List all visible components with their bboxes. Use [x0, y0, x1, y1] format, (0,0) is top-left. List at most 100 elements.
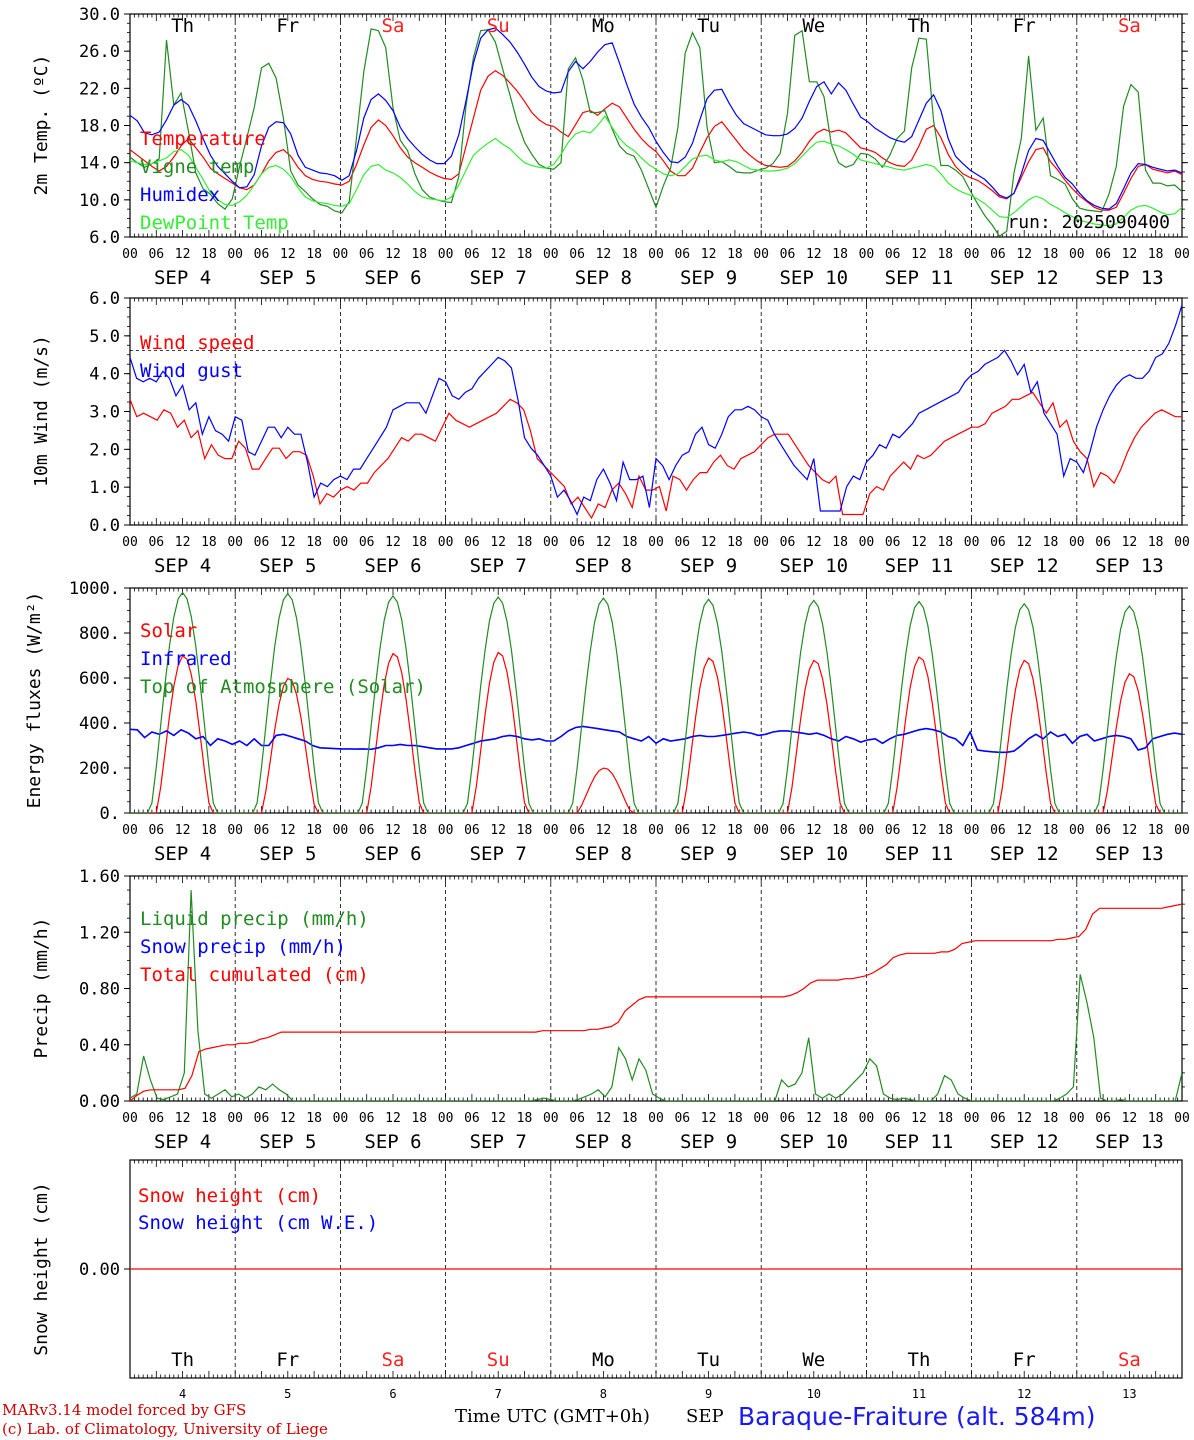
date-label: SEP 6	[364, 843, 421, 865]
day-name: We	[802, 15, 825, 37]
hour-label: 06	[359, 535, 375, 550]
date-label: SEP 4	[154, 1131, 211, 1153]
hour-label: 06	[885, 535, 901, 550]
series-line-total-cumulated-cm-	[130, 903, 1182, 1101]
hour-label: 00	[122, 1111, 138, 1126]
hour-label: 18	[306, 1111, 322, 1126]
series-line-wind-gust	[130, 304, 1182, 517]
hour-label: 06	[885, 823, 901, 838]
hour-label: 18	[306, 535, 322, 550]
date-label: SEP 12	[990, 267, 1059, 289]
x-ticks	[129, 1160, 1183, 1378]
day-name: We	[802, 1349, 825, 1371]
hour-label: 18	[832, 535, 848, 550]
date-label: SEP 11	[885, 843, 954, 865]
y-axis-label: 2m Temp. (ºC)	[31, 55, 52, 196]
y-tick-label: 400.	[79, 714, 120, 734]
hour-label: 00	[964, 823, 980, 838]
hour-label: 12	[385, 1111, 401, 1126]
series-group	[130, 890, 1182, 1101]
hour-label: 06	[990, 823, 1006, 838]
hour-label: 12	[490, 823, 506, 838]
hour-label: 18	[201, 535, 217, 550]
hour-label: 06	[359, 247, 375, 262]
y-tick-label: 5.0	[89, 327, 120, 347]
hour-label: 18	[727, 535, 743, 550]
hour-label: 12	[596, 1111, 612, 1126]
hour-label: 12	[911, 823, 927, 838]
hour-label: 12	[806, 823, 822, 838]
y-tick-label: 18.0	[79, 117, 120, 137]
x-ticks	[129, 298, 1183, 525]
hour-label: 12	[1016, 247, 1032, 262]
hour-label: 18	[1043, 247, 1059, 262]
y-tick-label: 22.0	[79, 79, 120, 99]
date-label: SEP 12	[990, 1131, 1059, 1153]
hour-label: 18	[201, 1111, 217, 1126]
hour-label: 18	[411, 1111, 427, 1126]
hour-label: 00	[438, 247, 454, 262]
day-number: 6	[389, 1387, 396, 1401]
day-name: Fr	[1013, 1349, 1036, 1371]
hour-label: 12	[385, 535, 401, 550]
day-name: Su	[487, 15, 510, 37]
hour-label: 18	[201, 247, 217, 262]
hour-label: 18	[832, 823, 848, 838]
hour-label: 00	[753, 823, 769, 838]
hour-label: 06	[569, 535, 585, 550]
day-name: Fr	[1013, 15, 1036, 37]
hour-label: 12	[1122, 1111, 1138, 1126]
hour-label: 18	[517, 1111, 533, 1126]
day-name: Sa	[1118, 15, 1141, 37]
date-label: SEP 10	[779, 843, 848, 865]
y-tick-label: 0.80	[79, 980, 120, 1000]
hour-label: 18	[1043, 1111, 1059, 1126]
day-number: 9	[705, 1387, 712, 1401]
date-label: SEP 8	[575, 555, 632, 577]
hour-label: 00	[543, 823, 559, 838]
hour-label: 18	[622, 1111, 638, 1126]
day-name: Th	[908, 15, 931, 37]
hour-label: 12	[911, 247, 927, 262]
date-label: SEP 4	[154, 843, 211, 865]
day-name: Fr	[276, 15, 299, 37]
hour-label: 12	[490, 247, 506, 262]
hour-label: 00	[859, 823, 875, 838]
day-number: 13	[1122, 1387, 1136, 1401]
x-axis-title: Time UTC (GMT+0h)	[455, 1406, 650, 1427]
date-label: SEP 11	[885, 555, 954, 577]
legend-entry: Liquid precip (mm/h)	[140, 908, 369, 930]
hour-label: 06	[885, 1111, 901, 1126]
hour-label: 18	[937, 535, 953, 550]
date-label: SEP 10	[779, 1131, 848, 1153]
day-name: Mo	[592, 15, 615, 37]
run-annotation: run: 2025090400	[1007, 212, 1170, 233]
legend-entry: DewPoint Temp	[140, 212, 289, 234]
hour-label: 12	[175, 247, 191, 262]
hour-label: 00	[753, 247, 769, 262]
y-axis-label: Precip (mm/h)	[31, 918, 52, 1059]
y-tick-label: 0.00	[79, 1092, 120, 1112]
hour-label: 18	[832, 247, 848, 262]
y-tick-label: 0.0	[89, 516, 120, 536]
hour-label: 12	[596, 247, 612, 262]
series-line-temperature	[130, 69, 1182, 211]
hour-label: 06	[359, 823, 375, 838]
day-number: 7	[495, 1387, 502, 1401]
hour-label: 00	[227, 247, 243, 262]
y-tick-label: 6.0	[89, 228, 120, 248]
hour-label: 18	[727, 823, 743, 838]
hour-label: 06	[569, 247, 585, 262]
series-line-humidex	[130, 27, 1182, 210]
hour-label: 12	[280, 1111, 296, 1126]
hour-label: 06	[254, 247, 270, 262]
y-axis-label: Energy fluxes (W/m²)	[24, 592, 45, 809]
y-tick-label: 1.20	[79, 923, 120, 943]
hour-label: 00	[964, 247, 980, 262]
hour-label: 06	[464, 247, 480, 262]
hour-label: 06	[1095, 823, 1111, 838]
series-line-infrared	[130, 725, 1182, 754]
legend-entry: Snow height (cm)	[138, 1185, 321, 1207]
hour-label: 18	[306, 823, 322, 838]
date-label: SEP 13	[1095, 267, 1164, 289]
